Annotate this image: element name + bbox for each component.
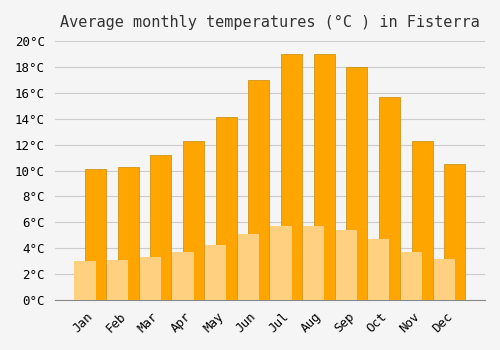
Bar — [401, 252, 422, 300]
Title: Average monthly temperatures (°C ) in Fisterra: Average monthly temperatures (°C ) in Fi… — [60, 15, 480, 30]
Bar — [118, 167, 139, 300]
Bar — [379, 97, 400, 300]
Bar — [205, 245, 226, 300]
Bar — [216, 117, 237, 300]
Bar — [248, 80, 270, 300]
Bar — [74, 261, 96, 300]
Bar — [412, 141, 433, 300]
Bar — [346, 67, 368, 300]
Bar — [140, 257, 161, 300]
Bar — [270, 226, 291, 300]
Bar — [303, 226, 324, 300]
Bar — [444, 164, 466, 300]
Bar — [172, 252, 194, 300]
Bar — [183, 141, 204, 300]
Bar — [238, 234, 259, 300]
Bar — [368, 239, 390, 300]
Bar — [434, 259, 455, 300]
Bar — [150, 155, 172, 300]
Bar — [85, 169, 106, 300]
Bar — [107, 260, 128, 300]
Bar — [314, 54, 335, 300]
Bar — [281, 54, 302, 300]
Bar — [336, 230, 357, 300]
